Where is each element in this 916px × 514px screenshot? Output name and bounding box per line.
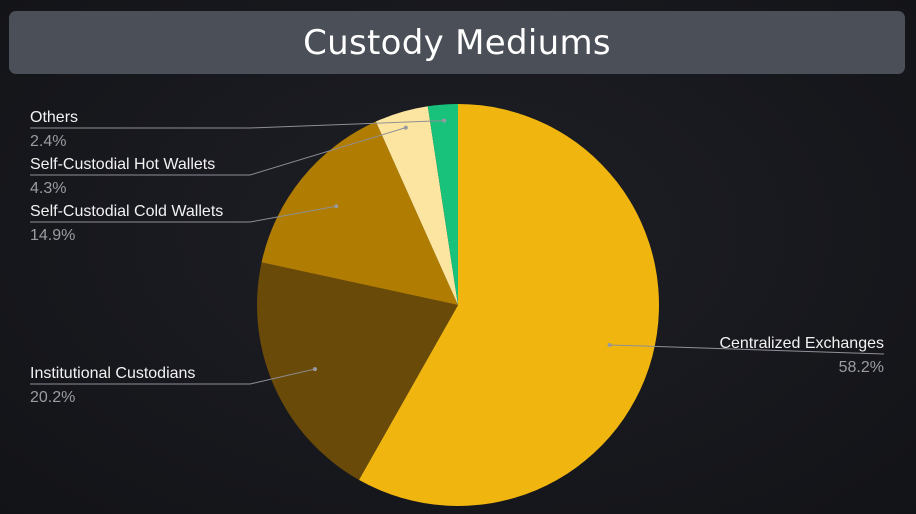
pie-slice-self-custodial-cold-wallets[interactable]: [261, 121, 458, 306]
slice-label-others: Others: [30, 109, 78, 126]
leader-line-others: [30, 120, 445, 129]
slice-value-centralized-exchanges: 58.2%: [839, 359, 884, 376]
chart-title: Custody Mediums: [303, 22, 611, 63]
leader-line-institutional-custodians: [30, 368, 316, 385]
slice-label-self-custodial-cold-wallets: Self-Custodial Cold Wallets: [30, 203, 223, 220]
pie-slices: [257, 104, 659, 506]
leader-line-self-custodial-cold-wallets: [30, 205, 337, 223]
leader-line-self-custodial-hot-wallets: [30, 127, 406, 176]
slice-value-self-custodial-hot-wallets: 4.3%: [30, 180, 66, 197]
slice-value-institutional-custodians: 20.2%: [30, 389, 75, 406]
pie-slice-centralized-exchanges[interactable]: [358, 104, 659, 506]
pie-slice-institutional-custodians[interactable]: [257, 262, 458, 480]
slice-labels: Centralized Exchanges 58.2% Institutional …: [30, 109, 884, 406]
slice-value-others: 2.4%: [30, 133, 66, 150]
slice-label-institutional-custodians: Institutional Custodians: [30, 365, 195, 382]
label-leaders: [30, 118, 885, 385]
slice-label-centralized-exchanges: Centralized Exchanges: [719, 335, 884, 352]
pie-slice-others[interactable]: [427, 104, 458, 305]
slice-value-self-custodial-cold-wallets: 14.9%: [30, 227, 75, 244]
leader-line-centralized-exchanges: [609, 344, 885, 355]
title-bar: Custody Mediums: [9, 11, 905, 74]
slice-label-self-custodial-hot-wallets: Self-Custodial Hot Wallets: [30, 156, 215, 173]
pie-slice-self-custodial-hot-wallets[interactable]: [375, 106, 458, 305]
